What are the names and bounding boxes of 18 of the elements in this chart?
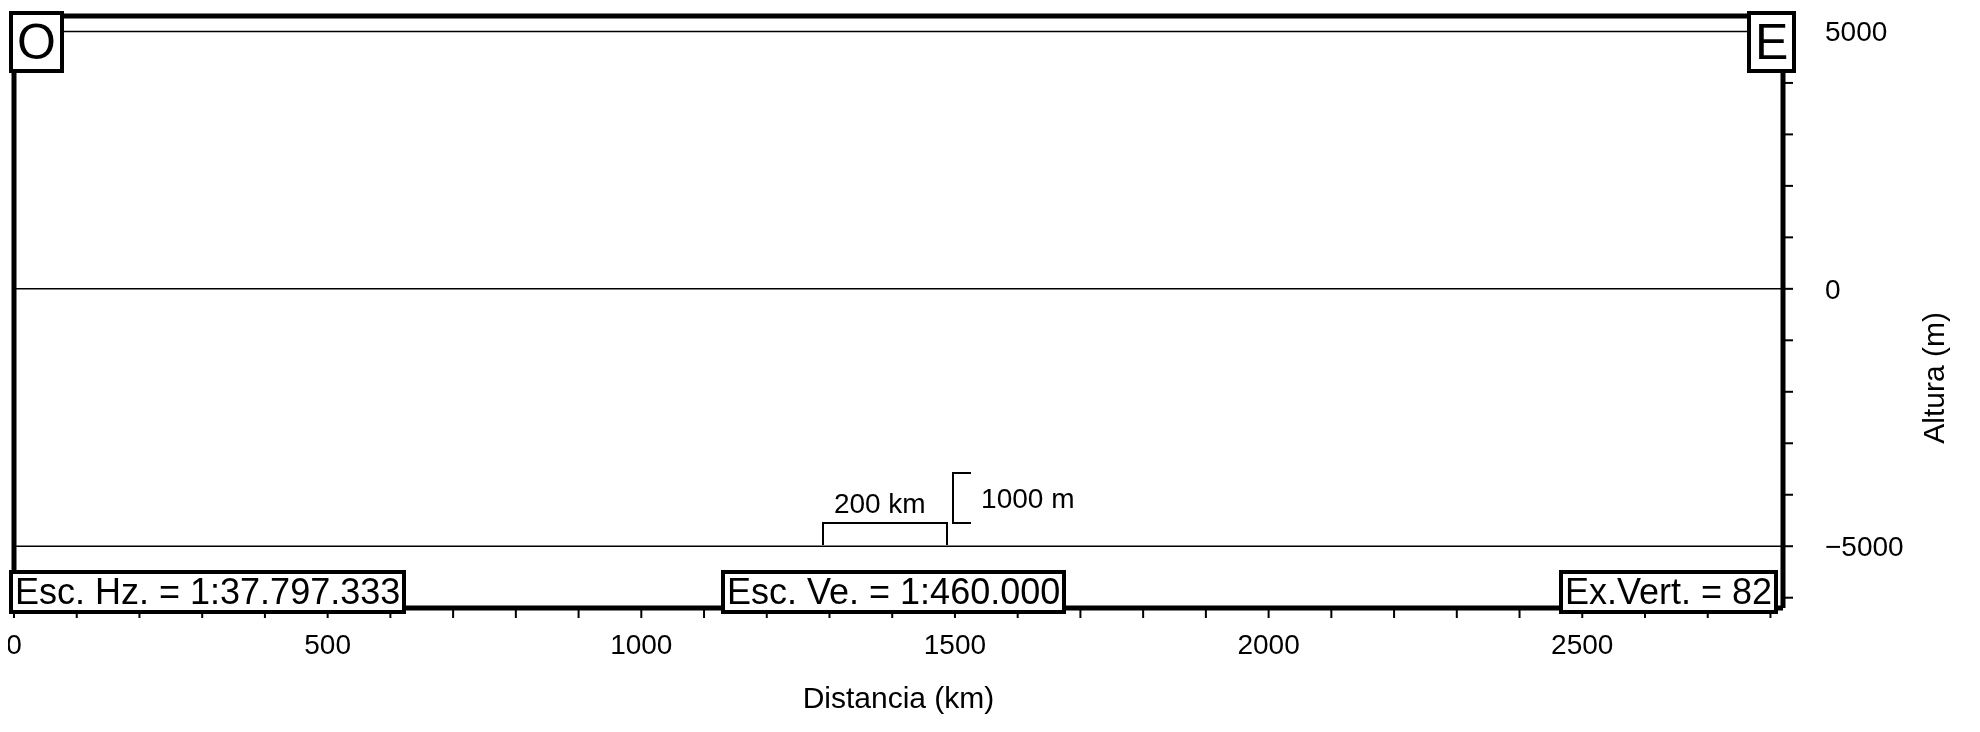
annotation: Esc. Hz. = 1:37.797.333 bbox=[9, 570, 407, 614]
y-axis-title: Altura (m) bbox=[1916, 312, 1950, 444]
y-tick-label: −5000 bbox=[1825, 531, 1904, 563]
annotation: Ex.Vert. = 82 bbox=[1559, 570, 1779, 614]
x-tick-label: 2000 bbox=[1237, 628, 1300, 660]
x-tick-label: 1000 bbox=[610, 628, 673, 660]
x-tick-label: 2500 bbox=[1551, 628, 1614, 660]
annotation: O bbox=[9, 11, 64, 73]
annotation: 1000 m bbox=[981, 483, 1075, 515]
annotation: 200 km bbox=[833, 488, 926, 520]
x-tick-label: 0 bbox=[6, 628, 22, 660]
annotation: E bbox=[1747, 11, 1797, 73]
x-tick-label: 1500 bbox=[923, 628, 987, 660]
x-axis-title: Distancia (km) bbox=[802, 681, 995, 714]
y-tick-label: 0 bbox=[1825, 273, 1841, 305]
x-tick-label: 500 bbox=[304, 628, 352, 660]
y-tick-label: 5000 bbox=[1825, 16, 1888, 48]
annotation: Esc. Ve. = 1:460.000 bbox=[721, 570, 1067, 614]
